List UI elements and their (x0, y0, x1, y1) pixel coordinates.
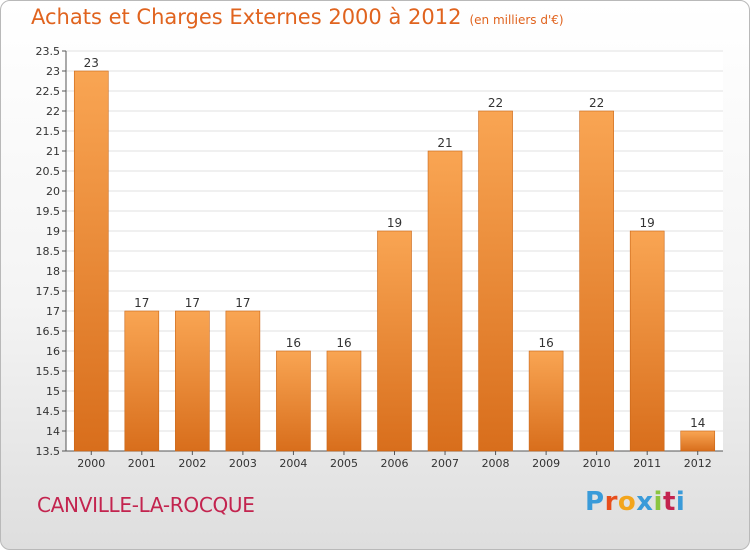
y-tick-label: 23.5 (36, 45, 61, 58)
brand-letter: r (604, 487, 618, 517)
x-tick-label: 2010 (583, 457, 611, 470)
x-tick-label: 2005 (330, 457, 358, 470)
data-label: 16 (538, 336, 553, 350)
y-tick-label: 22.5 (36, 85, 61, 98)
data-label: 14 (690, 416, 705, 430)
y-tick-label: 17 (46, 305, 60, 318)
bar (478, 110, 513, 452)
data-label: 23 (84, 56, 99, 70)
y-tick-label: 23 (46, 65, 60, 78)
bar (326, 350, 362, 452)
y-tick-label: 18 (46, 265, 60, 278)
data-label: 16 (286, 336, 301, 350)
y-tick-label: 15 (46, 385, 60, 398)
x-tick-label: 2000 (77, 457, 105, 470)
data-label: 19 (640, 216, 655, 230)
data-label: 17 (185, 296, 200, 310)
y-tick-label: 21.5 (36, 125, 61, 138)
bar (377, 230, 412, 452)
y-tick-label: 16.5 (36, 325, 61, 338)
bar (579, 110, 614, 452)
title-unit: (en milliers d'€) (469, 13, 564, 27)
x-tick-label: 2002 (178, 457, 206, 470)
brand-letter: P (585, 487, 605, 517)
data-label: 22 (488, 96, 503, 110)
bar (276, 350, 311, 452)
brand-letter: i (653, 487, 663, 517)
y-tick-label: 19 (46, 225, 60, 238)
x-tick-label: 2008 (482, 457, 510, 470)
y-tick-label: 20 (46, 185, 60, 198)
brand-logo: Proxiti (585, 487, 685, 517)
bar (225, 310, 261, 452)
brand-letter: t (662, 487, 676, 517)
x-tick-label: 2003 (229, 457, 257, 470)
brand-letter: i (675, 487, 686, 517)
x-tick-label: 2012 (684, 457, 712, 470)
title-text: Achats et Charges Externes 2000 à 2012 (31, 5, 462, 29)
brand-letter: x (636, 487, 654, 517)
x-tick-label: 2004 (279, 457, 307, 470)
y-tick-label: 20.5 (36, 165, 61, 178)
y-tick-label: 17.5 (36, 285, 61, 298)
y-tick-label: 14 (46, 425, 60, 438)
x-tick-label: 2007 (431, 457, 459, 470)
data-label: 21 (437, 136, 452, 150)
y-tick-label: 14.5 (36, 405, 61, 418)
bar (528, 350, 564, 452)
data-label: 22 (589, 96, 604, 110)
bar (427, 150, 463, 452)
bar (175, 310, 210, 452)
bar (124, 310, 160, 452)
x-tick-label: 2006 (381, 457, 409, 470)
chart-title: Achats et Charges Externes 2000 à 2012 (e… (31, 5, 564, 29)
y-tick-label: 16 (46, 345, 60, 358)
y-tick-label: 19.5 (36, 205, 61, 218)
bar (73, 70, 109, 452)
data-label: 19 (387, 216, 402, 230)
y-tick-label: 18.5 (36, 245, 61, 258)
bar (629, 230, 665, 452)
y-tick-label: 15.5 (36, 365, 61, 378)
y-tick-label: 21 (46, 145, 60, 158)
y-tick-label: 22 (46, 105, 60, 118)
data-label: 17 (134, 296, 149, 310)
data-label: 17 (235, 296, 250, 310)
x-tick-label: 2011 (633, 457, 661, 470)
x-tick-label: 2009 (532, 457, 560, 470)
brand-letter: o (617, 487, 637, 517)
data-label: 16 (336, 336, 351, 350)
y-tick-label: 13.5 (36, 445, 61, 458)
x-tick-label: 2001 (128, 457, 156, 470)
bar (680, 430, 716, 452)
location-name: CANVILLE-LA-ROCQUE (37, 493, 255, 517)
